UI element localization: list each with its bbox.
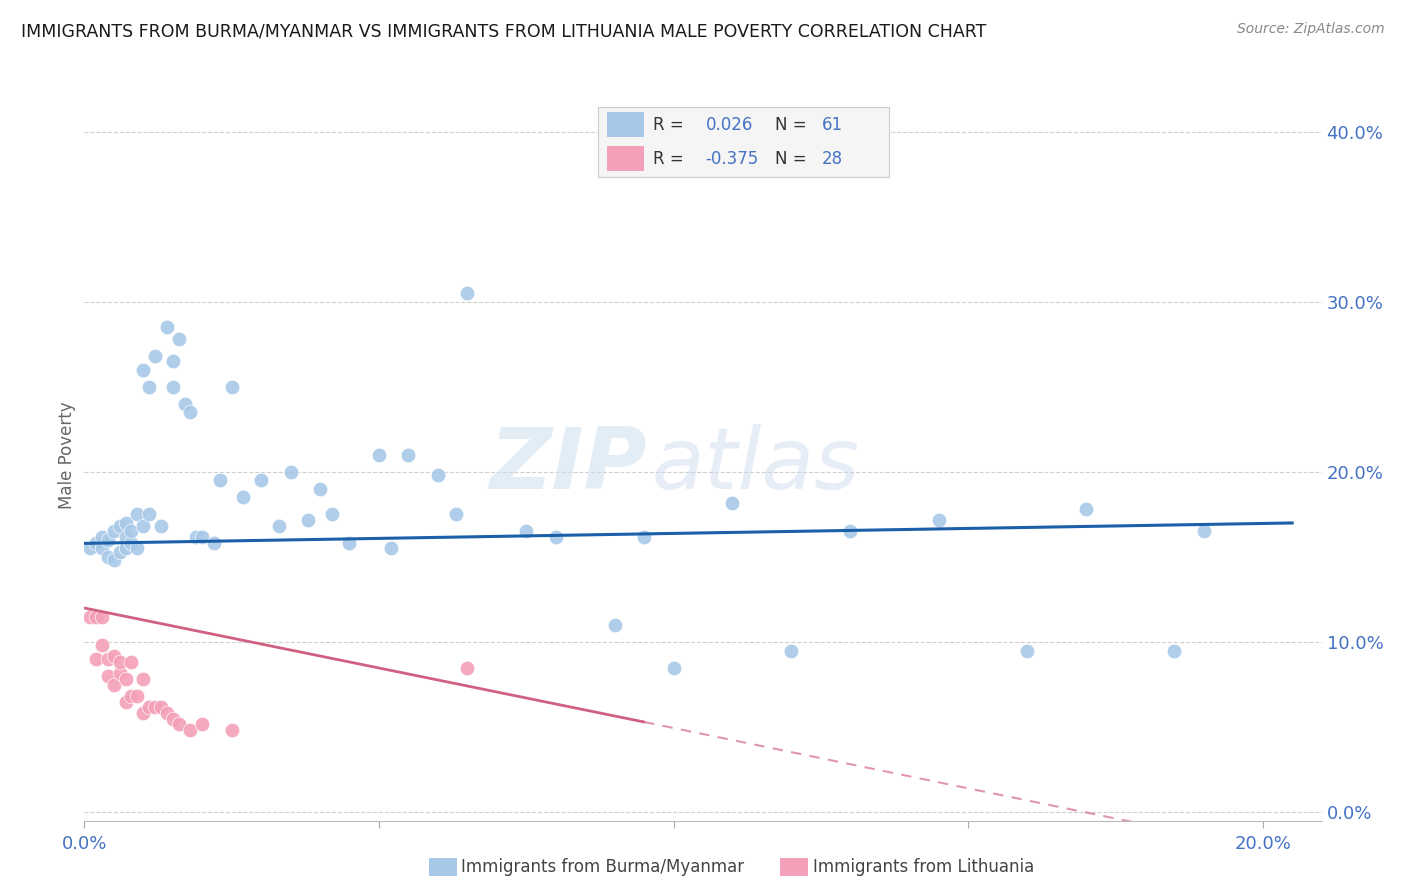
- Point: [91, 639, 114, 653]
- Point: [79, 609, 101, 624]
- Point: [114, 673, 136, 687]
- Point: [191, 716, 214, 731]
- Point: [138, 699, 160, 714]
- Point: [97, 652, 120, 666]
- Text: ZIP: ZIP: [489, 425, 647, 508]
- Point: [91, 541, 114, 556]
- Point: [309, 482, 332, 496]
- Text: Immigrants from Burma/Myanmar: Immigrants from Burma/Myanmar: [461, 858, 744, 876]
- Point: [121, 690, 143, 704]
- Point: [191, 530, 214, 544]
- Point: [456, 660, 478, 674]
- Text: IMMIGRANTS FROM BURMA/MYANMAR VS IMMIGRANTS FROM LITHUANIA MALE POVERTY CORRELAT: IMMIGRANTS FROM BURMA/MYANMAR VS IMMIGRA…: [21, 22, 987, 40]
- Point: [127, 541, 149, 556]
- Point: [156, 706, 179, 721]
- Point: [280, 465, 302, 479]
- Point: [84, 652, 107, 666]
- Point: [396, 448, 419, 462]
- Point: [121, 524, 143, 539]
- Point: [603, 618, 626, 632]
- Point: [321, 508, 343, 522]
- Point: [108, 519, 131, 533]
- Point: [662, 660, 685, 674]
- Point: [84, 609, 107, 624]
- Point: [1015, 643, 1038, 657]
- Point: [839, 524, 862, 539]
- Point: [121, 536, 143, 550]
- Point: [179, 723, 201, 738]
- Point: [114, 530, 136, 544]
- Point: [114, 695, 136, 709]
- Point: [121, 656, 143, 670]
- Point: [138, 380, 160, 394]
- Text: atlas: atlas: [651, 425, 859, 508]
- Point: [339, 536, 361, 550]
- Point: [84, 536, 107, 550]
- Point: [162, 354, 184, 368]
- Point: [515, 524, 537, 539]
- Point: [103, 524, 125, 539]
- Point: [928, 512, 950, 526]
- Point: [250, 474, 273, 488]
- Point: [162, 380, 184, 394]
- Point: [132, 519, 155, 533]
- Point: [633, 530, 655, 544]
- Point: [79, 541, 101, 556]
- Point: [456, 286, 478, 301]
- Point: [368, 448, 391, 462]
- Point: [426, 468, 449, 483]
- Point: [143, 699, 166, 714]
- Point: [132, 706, 155, 721]
- Point: [138, 508, 160, 522]
- Point: [202, 536, 225, 550]
- Point: [267, 519, 290, 533]
- Point: [149, 519, 172, 533]
- Point: [91, 530, 114, 544]
- Point: [127, 690, 149, 704]
- Point: [143, 349, 166, 363]
- Point: [186, 530, 208, 544]
- Point: [380, 541, 402, 556]
- Point: [103, 648, 125, 663]
- Point: [162, 712, 184, 726]
- Y-axis label: Male Poverty: Male Poverty: [58, 401, 76, 508]
- Point: [208, 474, 231, 488]
- Text: Immigrants from Lithuania: Immigrants from Lithuania: [813, 858, 1033, 876]
- Point: [167, 332, 190, 346]
- Point: [780, 643, 803, 657]
- Point: [179, 405, 201, 419]
- Point: [132, 363, 155, 377]
- Point: [97, 533, 120, 547]
- Point: [127, 508, 149, 522]
- Point: [721, 495, 744, 509]
- Point: [114, 541, 136, 556]
- Point: [544, 530, 567, 544]
- Point: [103, 677, 125, 691]
- Point: [108, 656, 131, 670]
- Point: [444, 508, 467, 522]
- Point: [103, 553, 125, 567]
- Point: [97, 669, 120, 683]
- Point: [221, 723, 243, 738]
- Text: Source: ZipAtlas.com: Source: ZipAtlas.com: [1237, 22, 1385, 37]
- Point: [221, 380, 243, 394]
- Point: [108, 665, 131, 680]
- Point: [1192, 524, 1215, 539]
- Point: [156, 320, 179, 334]
- Point: [1163, 643, 1185, 657]
- Point: [173, 397, 195, 411]
- Point: [91, 609, 114, 624]
- Point: [114, 516, 136, 530]
- Point: [167, 716, 190, 731]
- Point: [149, 699, 172, 714]
- Point: [108, 545, 131, 559]
- Point: [1074, 502, 1097, 516]
- Point: [232, 491, 254, 505]
- Point: [132, 673, 155, 687]
- Point: [97, 549, 120, 564]
- Point: [297, 512, 319, 526]
